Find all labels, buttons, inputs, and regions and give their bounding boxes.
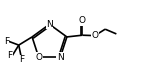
Text: F: F [7,51,12,60]
Text: O: O [35,53,42,62]
Text: N: N [46,20,53,29]
Text: F: F [19,55,24,64]
Text: N: N [57,53,64,62]
Text: F: F [4,37,9,46]
Text: O: O [79,16,86,25]
Text: O: O [92,31,99,40]
